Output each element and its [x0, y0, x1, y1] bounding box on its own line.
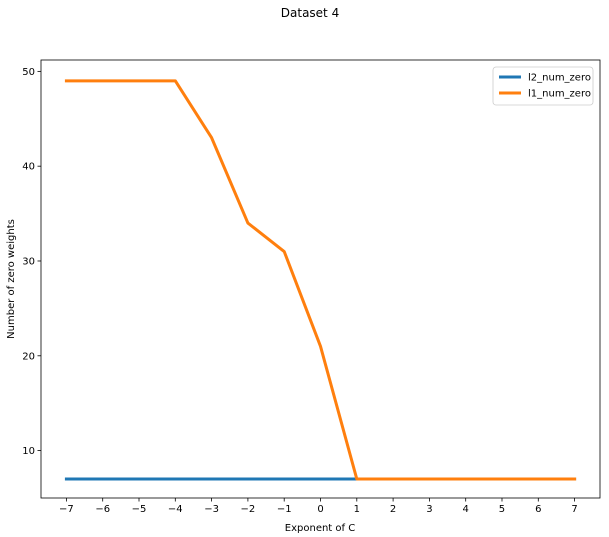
y-tick-label: 30 [22, 256, 35, 267]
x-tick-label: 4 [463, 504, 469, 515]
y-axis-label: Number of zero weights [6, 219, 17, 339]
x-tick-label: 3 [426, 504, 432, 515]
legend: l2_num_zero l1_num_zero [492, 66, 594, 106]
y-tick-label: 10 [22, 446, 35, 457]
x-tick-label: −5 [132, 504, 147, 515]
y-tick-label: 20 [22, 351, 35, 362]
y-tick-label: 40 [22, 162, 35, 173]
series-line-l1-num-zero [64, 79, 577, 481]
legend-entry: l2_num_zero [528, 73, 591, 84]
x-tick-label: −3 [204, 504, 219, 515]
x-tick-label: −2 [241, 504, 256, 515]
x-tick-label: −6 [95, 504, 110, 515]
x-axis: −7 −6 −5 −4 −3 −2 −1 0 1 2 3 4 5 6 7 [59, 498, 578, 515]
x-tick-label: 2 [390, 504, 396, 515]
x-tick-label: 0 [317, 504, 323, 515]
x-tick-label: 6 [535, 504, 541, 515]
x-tick-label: −7 [59, 504, 74, 515]
x-tick-label: −4 [168, 504, 183, 515]
y-tick-label: 50 [22, 67, 35, 78]
x-tick-label: 7 [571, 504, 577, 515]
chart-title: Dataset 4 [281, 6, 339, 20]
y-axis: 10 20 30 40 50 [22, 67, 41, 457]
x-tick-label: 5 [499, 504, 505, 515]
x-tick-label: −1 [277, 504, 292, 515]
x-axis-label: Exponent of C [285, 523, 355, 534]
x-tick-label: 1 [354, 504, 360, 515]
series-lines [64, 79, 577, 481]
plot-frame [40, 59, 601, 499]
legend-entry: l1_num_zero [528, 89, 591, 100]
